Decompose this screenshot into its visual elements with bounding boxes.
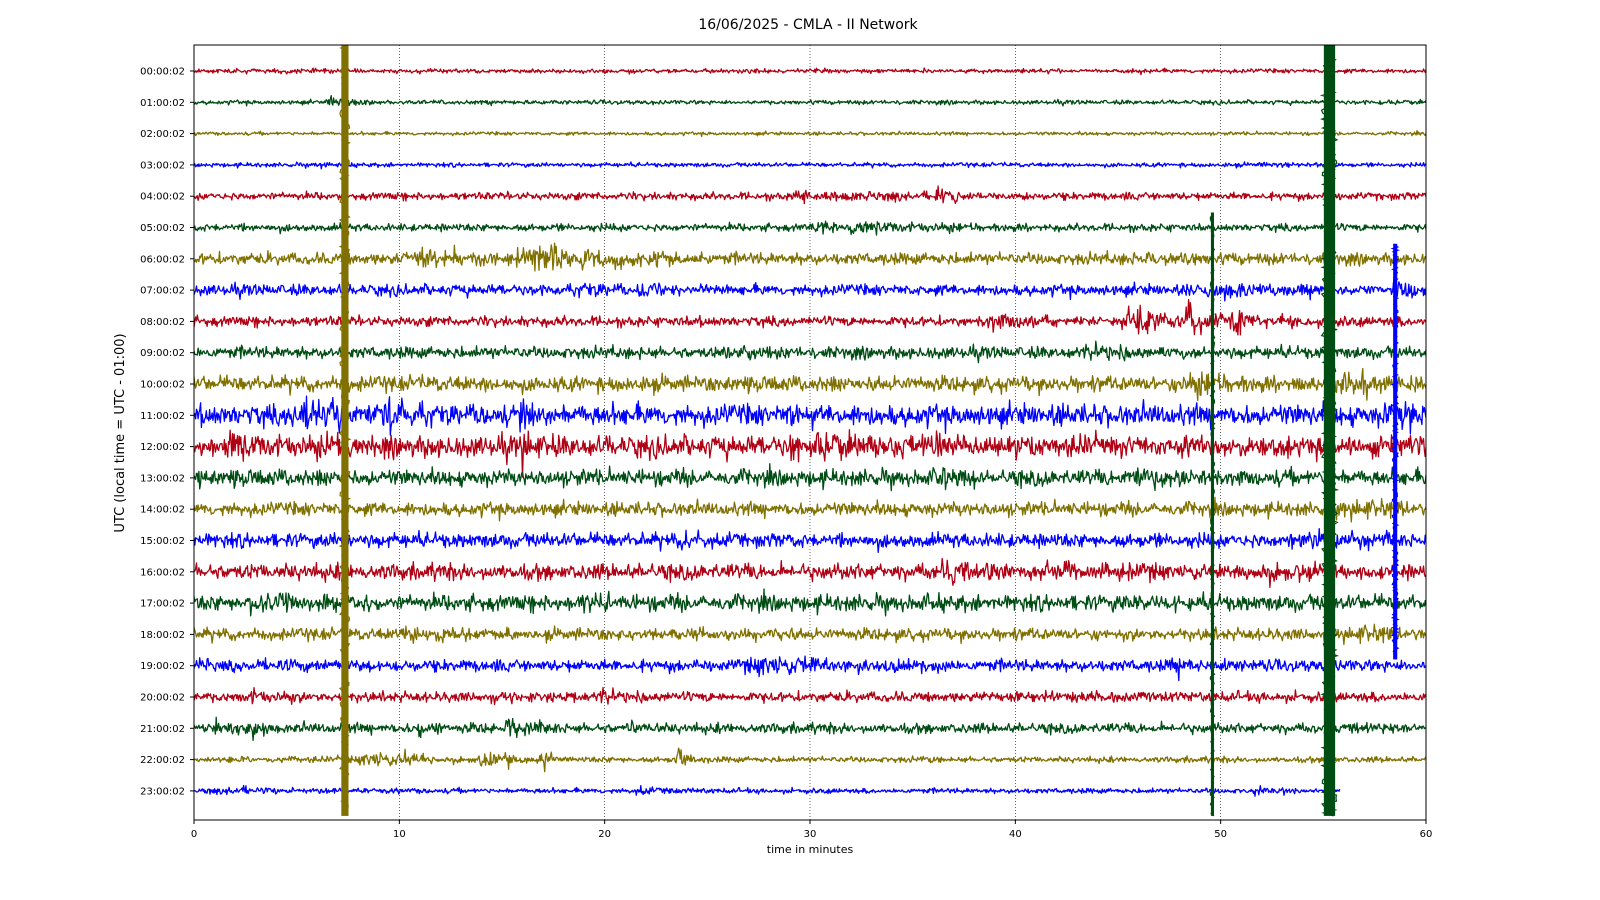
trace-230002 <box>194 784 1341 797</box>
trace-010002 <box>194 94 1426 107</box>
y-tick-label: 11:00:02 <box>140 411 185 422</box>
x-tick-label: 0 <box>191 829 197 840</box>
y-tick-label: 10:00:02 <box>140 380 185 391</box>
y-tick-label: 05:00:02 <box>140 223 185 234</box>
trace-130002 <box>194 463 1426 492</box>
x-tick-label: 40 <box>1009 829 1022 840</box>
trace-110002 <box>194 395 1426 436</box>
x-tick-label: 60 <box>1420 829 1433 840</box>
trace-080002 <box>194 298 1426 336</box>
y-tick-label: 20:00:02 <box>140 693 185 704</box>
chart-title: 16/06/2025 - CMLA - II Network <box>698 17 918 33</box>
teleseism-coda-1 <box>1319 45 1340 817</box>
trace-100002 <box>194 367 1426 402</box>
x-tick-labels: 0 10 20 30 40 50 60 <box>191 820 1433 840</box>
teleseism-band-3 <box>1393 243 1398 660</box>
y-tick-label: 12:00:02 <box>140 442 185 453</box>
trace-150002 <box>194 527 1426 553</box>
trace-220002 <box>194 747 1426 773</box>
y-tick-label: 14:00:02 <box>140 505 185 516</box>
x-tick-label: 30 <box>804 829 817 840</box>
y-tick-label: 03:00:02 <box>140 160 185 171</box>
y-tick-label: 01:00:02 <box>140 98 185 109</box>
trace-140002 <box>194 496 1426 523</box>
y-tick-labels: 00:00:02 01:00:02 02:00:02 03:00:02 04:00:02… <box>140 67 194 797</box>
x-tick-label: 10 <box>393 829 406 840</box>
trace-210002 <box>194 716 1426 741</box>
trace-050002 <box>194 220 1426 236</box>
trace-190002 <box>194 655 1426 682</box>
y-axis-label: UTC (local time = UTC - 01:00) <box>113 333 128 532</box>
y-tick-label: 06:00:02 <box>140 254 185 265</box>
y-tick-label: 16:00:02 <box>140 567 185 578</box>
y-tick-label: 13:00:02 <box>140 473 185 484</box>
trace-030002 <box>194 161 1426 170</box>
teleseism-coda-0 <box>338 45 352 817</box>
trace-180002 <box>194 623 1426 646</box>
grid-lines <box>399 45 1221 820</box>
y-tick-label: 21:00:02 <box>140 724 185 735</box>
trace-020002 <box>194 129 1426 138</box>
y-tick-label: 02:00:02 <box>140 129 185 140</box>
y-tick-label: 19:00:02 <box>140 661 185 672</box>
teleseism-coda-2 <box>1209 212 1216 817</box>
y-tick-label: 17:00:02 <box>140 599 185 610</box>
trace-070002 <box>194 277 1426 302</box>
trace-layer <box>194 45 1426 817</box>
x-tick-label: 20 <box>598 829 611 840</box>
x-tick-label: 50 <box>1214 829 1227 840</box>
teleseism-band-0 <box>341 45 349 816</box>
y-tick-label: 15:00:02 <box>140 536 185 547</box>
y-tick-label: 08:00:02 <box>140 317 185 328</box>
trace-000002 <box>194 67 1426 76</box>
y-tick-label: 23:00:02 <box>140 786 185 797</box>
trace-060002 <box>194 242 1426 272</box>
y-tick-label: 18:00:02 <box>140 630 185 641</box>
trace-090002 <box>194 340 1426 364</box>
y-tick-label: 04:00:02 <box>140 192 185 203</box>
teleseism-band-2 <box>1210 212 1214 816</box>
trace-120002 <box>194 429 1426 478</box>
y-tick-label: 09:00:02 <box>140 348 185 359</box>
trace-160002 <box>194 557 1426 589</box>
y-tick-label: 00:00:02 <box>140 67 185 78</box>
trace-170002 <box>194 588 1426 617</box>
trace-040002 <box>194 185 1426 205</box>
x-axis-label: time in minutes <box>767 843 854 856</box>
teleseism-coda-3 <box>1390 243 1401 660</box>
trace-200002 <box>194 686 1426 706</box>
y-tick-label: 07:00:02 <box>140 286 185 297</box>
y-tick-label: 22:00:02 <box>140 755 185 766</box>
